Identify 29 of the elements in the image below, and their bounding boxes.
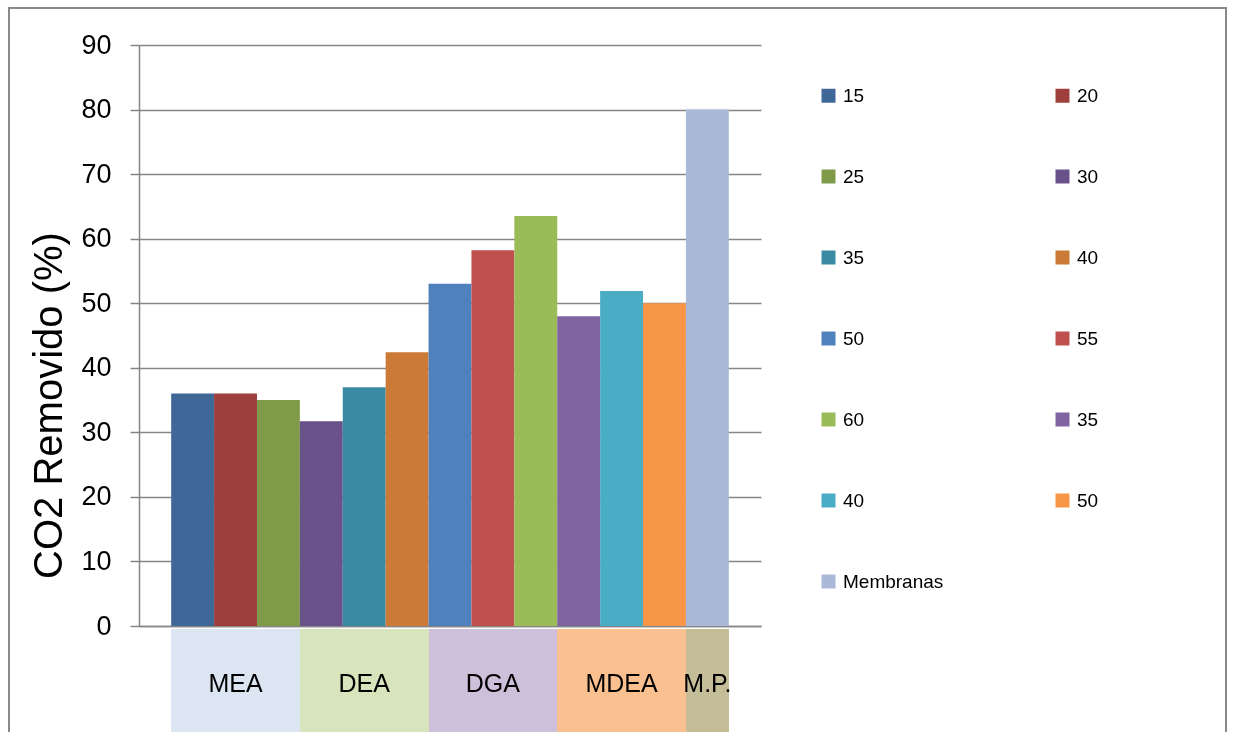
legend-label: 40 [1077,246,1099,268]
x-tick-label: DEA [338,668,391,697]
y-tick-label: 60 [81,223,112,254]
y-tick-label: 10 [81,545,112,576]
legend-label: 50 [843,327,865,349]
x-tick-label: DGA [465,668,521,697]
legend-label: 15 [843,84,865,106]
y-tick-label: 70 [81,158,112,189]
legend-label: 30 [1077,165,1099,187]
y-tick-label: 90 [81,29,112,60]
legend-label: 20 [1077,84,1099,106]
x-tick-label: M.P. [683,668,732,697]
legend-label: Membranas [843,570,944,592]
legend-label: 35 [1077,408,1099,430]
legend-label: 40 [843,489,865,511]
x-tick-label: MDEA [585,668,659,697]
y-axis-title: CO2 Removido (%) [25,232,70,579]
y-tick-label: 20 [81,481,112,512]
x-tick-label: MEA [208,668,263,697]
legend-label: 35 [843,246,865,268]
legend-label: 60 [843,408,865,430]
legend-label: 25 [843,165,865,187]
y-tick-label: 40 [81,352,112,383]
legend-label: 50 [1077,489,1099,511]
y-tick-label: 30 [81,416,112,447]
y-tick-label: 50 [81,287,112,318]
y-tick-label: 80 [81,94,112,125]
legend-label: 55 [1077,327,1099,349]
y-tick-label: 0 [96,610,112,641]
